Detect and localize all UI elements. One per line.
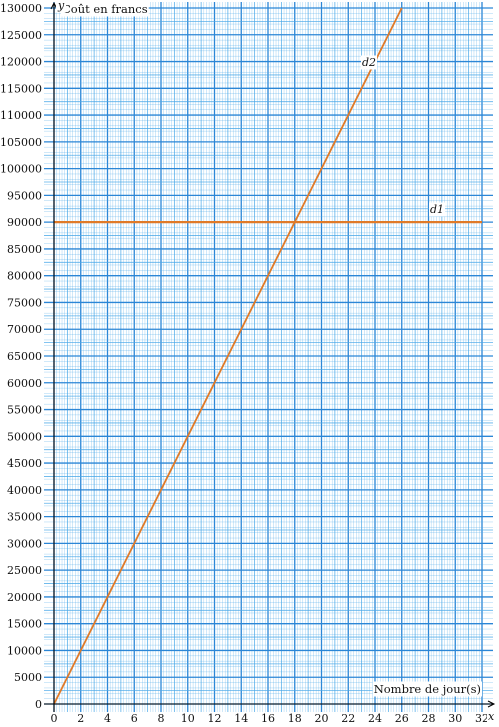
grid [44,2,493,712]
y-tick-label: 5000 [14,671,42,684]
y-tick-label: 35000 [7,511,42,524]
x-tick-label: 20 [315,712,329,725]
x-axis-title-background [372,681,482,697]
x-tick-label: 22 [341,712,355,725]
chart-labels: Coût en francs Nombre de jour(s) x y d1 d2 [56,0,496,724]
y-tick-label: 130000 [0,2,42,15]
y-tick-label: 70000 [7,323,42,336]
y-tick-label: 10000 [7,644,42,657]
x-tick-label: 24 [368,712,382,725]
y-tick-label: 125000 [0,29,42,42]
x-tick-label: 16 [261,712,275,725]
y-tick-label: 85000 [7,243,42,256]
y-tick-label: 30000 [7,537,42,550]
x-axis-letter: x [488,710,495,723]
series-label-d2: d2 [362,56,376,69]
y-tick-label: 60000 [7,377,42,390]
x-axis-title: Nombre de jour(s) [374,682,481,696]
x-tick-label: 18 [288,712,302,725]
series-layer [53,7,482,705]
y-tick-label: 55000 [7,404,42,417]
x-tick-label: 12 [208,712,222,725]
x-tick-label: 32 [475,712,489,725]
y-tick-label: 75000 [7,296,42,309]
y-tick-label: 110000 [0,109,42,122]
y-tick-label: 120000 [0,56,42,69]
x-axis-letter-background [487,709,496,724]
y-tick-label: 50000 [7,430,42,443]
y-axis-letter-background [56,0,66,13]
y-tick-label: 65000 [7,350,42,363]
tick-labels: 0 2 4 6 8 10 12 14 16 18 20 22 24 26 28 30 3205000100001… [0,2,489,725]
y-tick-label: 15000 [7,618,42,631]
y-axis-letter: y [57,0,65,12]
x-tick-label: 2 [77,712,84,725]
y-tick-label: 105000 [0,136,42,149]
series-line-d2 [53,7,403,705]
y-tick-label: 0 [35,698,42,711]
x-tick-label: 26 [395,712,409,725]
x-axis-arrow [487,700,496,708]
y-axis-title-background [61,1,149,17]
y-tick-label: 20000 [7,591,42,604]
x-tick-label: 6 [131,712,138,725]
x-tick-label: 10 [181,712,195,725]
y-tick-label: 90000 [7,216,42,229]
y-tick-label: 40000 [7,484,42,497]
x-tick-label: 4 [104,712,111,725]
y-tick-label: 80000 [7,270,42,283]
x-tick-label: 14 [234,712,248,725]
x-tick-label: 0 [51,712,58,725]
y-tick-label: 25000 [7,564,42,577]
series-label-d2-background [361,55,378,70]
x-tick-label: 30 [448,712,462,725]
series-label-d1-background [429,202,446,217]
axes [44,1,496,712]
x-tick-label: 28 [422,712,436,725]
y-tick-label: 100000 [0,163,42,176]
y-axis-title: Coût en francs [62,2,148,16]
y-tick-label: 45000 [7,457,42,470]
series-label-d1: d1 [430,203,444,216]
y-tick-label: 95000 [7,189,42,202]
x-tick-label: 8 [158,712,165,725]
y-tick-label: 115000 [0,82,42,95]
